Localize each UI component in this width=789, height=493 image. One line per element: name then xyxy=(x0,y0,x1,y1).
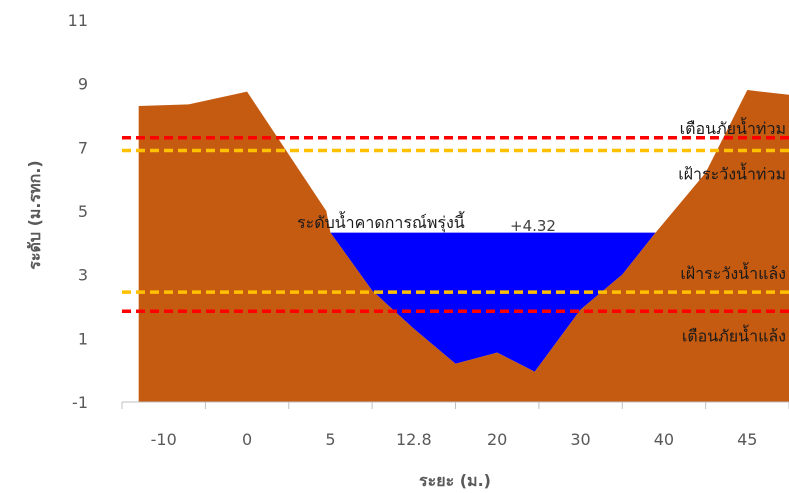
annotations: ระดับน้ำคาดการณ์พรุ่งนี้ +4.32 เตือนภัยน้ำ… xyxy=(297,117,786,345)
threshold-label-0: เตือนภัยน้ำท่วม xyxy=(680,117,786,138)
y-axis-title: ระดับ (ม.รทก.) xyxy=(25,160,44,269)
x-tick-label: 40 xyxy=(654,430,674,449)
x-tick-label: 5 xyxy=(325,430,335,449)
y-axis: -1 1 3 5 7 9 11 xyxy=(68,11,88,412)
threshold-label-1: เฝ้าระวังน้ำท่วม xyxy=(678,163,786,184)
y-tick-label: 7 xyxy=(78,138,88,157)
threshold-label-2: เฝ้าระวังน้ำแล้ง xyxy=(680,262,786,283)
x-tick-label: 0 xyxy=(242,430,252,449)
x-tick-label: 30 xyxy=(570,430,590,449)
y-tick-label: 3 xyxy=(78,266,88,285)
y-tick-label: -1 xyxy=(72,393,88,412)
threshold-label-3: เตือนภัยน้ำแล้ง xyxy=(682,324,786,345)
plot-area xyxy=(122,90,789,402)
x-tick-label: 20 xyxy=(487,430,507,449)
water-level-value: +4.32 xyxy=(510,217,556,235)
x-tick-label: -10 xyxy=(151,430,177,449)
water-level-label: ระดับน้ำคาดการณ์พรุ่งนี้ xyxy=(297,211,465,233)
x-tick-label: 45 xyxy=(737,430,757,449)
y-tick-label: 5 xyxy=(78,202,88,221)
y-tick-label: 9 xyxy=(78,75,88,94)
x-axis: -10 0 5 12.8 20 30 40 45 xyxy=(121,401,789,449)
x-tick-label: 12.8 xyxy=(396,430,432,449)
water-area xyxy=(330,232,656,372)
ground-profile-area xyxy=(138,90,789,402)
y-tick-label: 1 xyxy=(78,329,88,348)
x-axis-title: ระยะ (ม.) xyxy=(419,471,491,490)
y-tick-label: 11 xyxy=(68,11,88,30)
